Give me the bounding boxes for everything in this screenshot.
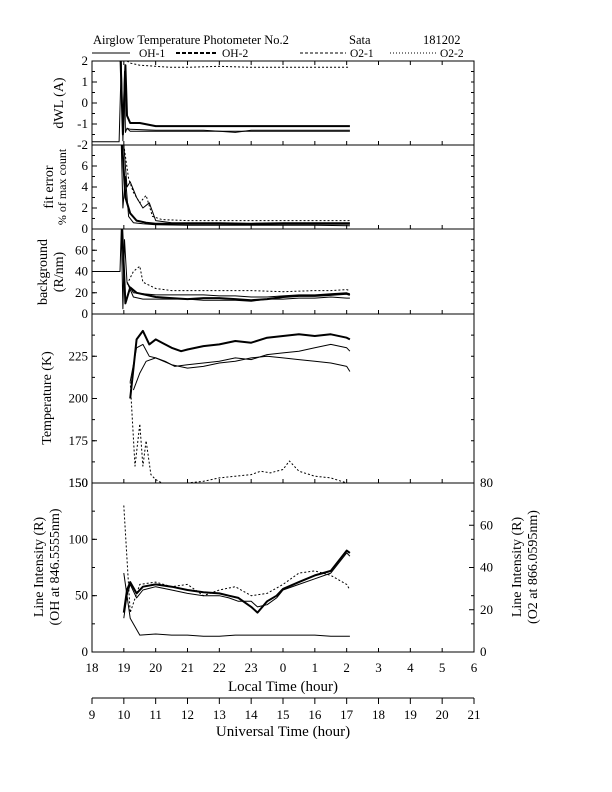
- universal-xtick-label: 11: [149, 707, 162, 722]
- legend: OH-1 OH-2 O2-1 O2-2: [92, 48, 464, 60]
- dwl-ytick-label: 2: [82, 53, 89, 68]
- int-right-ytick-label: 20: [480, 602, 493, 617]
- universal-xtick-label: 15: [277, 707, 290, 722]
- bg-axis-label-2: (R/nm): [52, 251, 67, 292]
- local-xtick-label: 23: [245, 660, 258, 675]
- fit-series-o2-1: [123, 145, 350, 224]
- universal-time-axis-label: Universal Time (hour): [216, 724, 350, 740]
- int-axis-label-2: (OH at 846.5555nm): [48, 508, 63, 625]
- bg-ytick-label: 0: [82, 306, 89, 321]
- legend-label-o2-2: O2-2: [440, 48, 464, 60]
- int-right-axis-label-2: (O2 at 866.0595nm): [526, 510, 541, 624]
- int-right-ytick-label: 60: [480, 517, 493, 532]
- legend-label-oh-1: OH-1: [139, 48, 165, 60]
- fit-ytick-label: 2: [82, 200, 89, 215]
- temp-ytick-label: 200: [69, 391, 89, 406]
- local-xtick-label: 20: [149, 660, 162, 675]
- temp-ytick-label: 225: [69, 348, 89, 363]
- site-label: Sata: [349, 33, 371, 47]
- panel-bg-frame: [91, 228, 475, 315]
- dwl-ytick-label: -2: [77, 137, 88, 152]
- axis-ticks: -2-1012024602040601501752002250501001500…: [69, 53, 494, 722]
- dwl-axis-label: dWL (A): [52, 77, 67, 129]
- bg-ytick-label: 60: [75, 242, 88, 257]
- int-ytick-label: 150: [69, 475, 89, 490]
- local-xtick-label: 4: [407, 660, 414, 675]
- panel-dwl-frame: [91, 60, 475, 146]
- int-series-o2-2: [123, 505, 351, 614]
- int-series-o2-1: [123, 573, 350, 637]
- figure-title: Airglow Temperature Photometer No.2: [93, 33, 289, 47]
- data-series: [92, 61, 351, 637]
- temp-ytick-label: 150: [69, 475, 89, 490]
- fit-axis-label: fit error: [42, 165, 57, 208]
- int-right-ytick-label: 40: [480, 560, 493, 575]
- dwl-series-o2-1: [126, 127, 350, 133]
- temp-series-o2-2: [129, 381, 348, 483]
- local-xtick-label: 6: [471, 660, 478, 675]
- local-xtick-label: 2: [343, 660, 350, 675]
- universal-xtick-label: 12: [181, 707, 194, 722]
- local-xtick-label: 3: [375, 660, 382, 675]
- local-xtick-label: 0: [280, 660, 287, 675]
- bg-axis-label: background: [36, 239, 51, 305]
- int-right-ytick-label: 0: [480, 644, 487, 659]
- dwl-ytick-label: 1: [82, 74, 89, 89]
- legend-label-oh-2: OH-2: [222, 48, 248, 60]
- int-series-oh-1: [123, 552, 351, 619]
- bg-series-o2-2: [126, 265, 351, 293]
- int-right-axis-label: Line Intensity (R): [510, 517, 525, 618]
- bg-ytick-label: 20: [75, 285, 88, 300]
- local-xtick-label: 22: [213, 660, 226, 675]
- universal-xtick-label: 19: [404, 707, 417, 722]
- fit-axis-label-2: % of max count: [55, 148, 69, 225]
- bg-ytick-label: 40: [75, 264, 88, 279]
- int-ytick-label: 0: [82, 644, 89, 659]
- date-label: 181202: [423, 33, 461, 47]
- panel-fit-frame: [91, 144, 475, 230]
- universal-xtick-label: 16: [308, 707, 322, 722]
- temp-series-o2-1: [132, 355, 351, 391]
- panel-temp-frame: [91, 313, 475, 484]
- fit-ytick-label: 0: [82, 221, 89, 236]
- panel-int-frame: [91, 482, 475, 653]
- temp-series-oh-1: [129, 343, 351, 382]
- universal-xtick-label: 10: [117, 707, 130, 722]
- int-right-ytick-label: 80: [480, 475, 493, 490]
- temp-ytick-label: 175: [69, 433, 89, 448]
- legend-label-o2-1: O2-1: [350, 48, 374, 60]
- universal-xtick-label: 17: [340, 707, 354, 722]
- temp-series-oh-2: [129, 329, 351, 399]
- temp-axis-label: Temperature (K): [40, 351, 55, 445]
- fit-series-oh-1: [120, 145, 350, 227]
- local-xtick-label: 1: [312, 660, 319, 675]
- universal-xtick-label: 18: [372, 707, 385, 722]
- fit-series-oh-2: [121, 145, 350, 226]
- bg-series-o2-1: [126, 281, 351, 298]
- int-axis-label: Line Intensity (R): [32, 517, 47, 618]
- universal-xtick-label: 20: [436, 707, 449, 722]
- bg-series-oh-2: [121, 229, 351, 305]
- universal-xtick-label: 14: [245, 707, 259, 722]
- int-series-oh-2: [122, 549, 351, 614]
- universal-xtick-label: 21: [468, 707, 481, 722]
- int-ytick-label: 100: [69, 531, 89, 546]
- local-xtick-label: 19: [117, 660, 130, 675]
- dwl-series-oh-2: [119, 61, 350, 136]
- universal-xtick-label: 9: [89, 707, 96, 722]
- dwl-ytick-label: 0: [82, 95, 89, 110]
- dwl-ytick-label: -1: [77, 116, 88, 131]
- local-xtick-label: 5: [439, 660, 446, 675]
- local-xtick-label: 18: [86, 660, 99, 675]
- fit-ytick-label: 4: [82, 179, 89, 194]
- universal-xtick-label: 13: [213, 707, 226, 722]
- dwl-series-o2-2: [126, 61, 350, 68]
- local-xtick-label: 21: [181, 660, 194, 675]
- fit-series-o2-2: [123, 145, 350, 222]
- int-ytick-label: 50: [75, 588, 88, 603]
- fit-ytick-label: 6: [82, 158, 89, 173]
- local-time-axis-label: Local Time (hour): [228, 679, 338, 695]
